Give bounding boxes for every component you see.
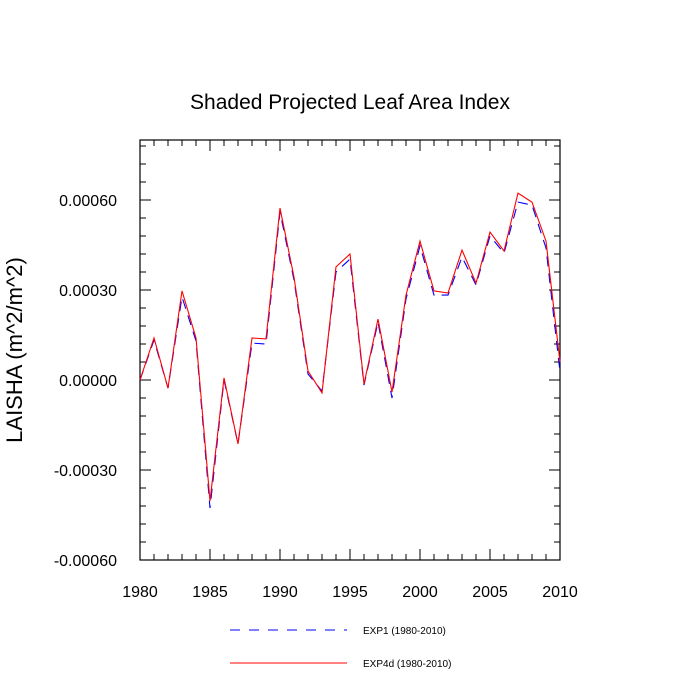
y-tick-labels: -0.00060 -0.00030 0.00000 0.00030 0.00060 (54, 193, 117, 570)
y-tick-label: 0.00030 (59, 283, 117, 300)
x-tick-label: 1985 (192, 584, 228, 601)
x-tick-labels: 1980 1985 1990 1995 2000 2005 2010 (122, 584, 578, 601)
x-tick-label: 1980 (122, 584, 158, 601)
x-tick-label: 2010 (542, 584, 578, 601)
series-line (139, 192, 561, 501)
y-axis-label: LAISHA (m^2/m^2) (2, 257, 27, 443)
legend-label: EXP4d (1980-2010) (363, 659, 451, 670)
y-tick-label: 0.00060 (59, 193, 117, 210)
y-tick-label: -0.00030 (54, 463, 117, 480)
series-layer (139, 192, 561, 509)
x-tick-label: 2005 (472, 584, 508, 601)
chart-title: Shaded Projected Leaf Area Index (190, 91, 510, 114)
x-tick-label: 1990 (262, 584, 298, 601)
y-tick-label: -0.00060 (54, 553, 117, 570)
x-tick-label: 1995 (332, 584, 368, 601)
plot-frame (139, 139, 561, 561)
x-tick-label: 2000 (402, 584, 438, 601)
legend-label: EXP1 (1980-2010) (363, 626, 446, 637)
axis-ticks (139, 140, 561, 561)
y-tick-label: 0.00000 (59, 373, 117, 390)
series-line (139, 201, 561, 509)
legend: EXP1 (1980-2010) EXP4d (1980-2010) (230, 626, 451, 670)
